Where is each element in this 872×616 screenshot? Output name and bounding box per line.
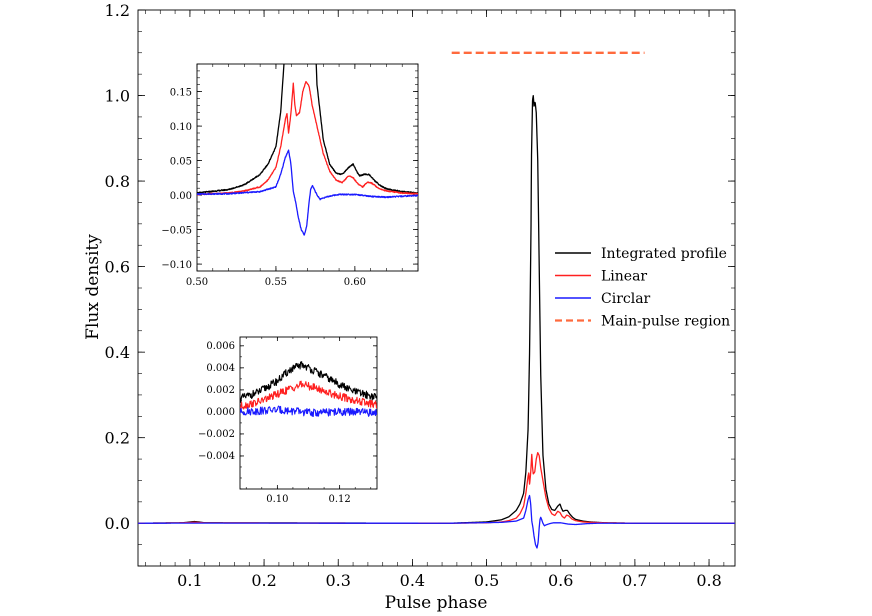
- inset-bottom-ytick-label: 0.006: [206, 341, 235, 352]
- y-axis-title: Flux density: [83, 234, 103, 340]
- legend-label: Integrated profile: [601, 246, 727, 262]
- legend: Integrated profile Linear Circlar Main-puls…: [555, 246, 730, 330]
- inset-bottom-ytick-label: −0.002: [198, 429, 235, 440]
- inset-top-ytick-label: 0.00: [170, 191, 192, 202]
- inset-bottom-series-group: [240, 361, 377, 417]
- inset-top-ytick-label: 0.15: [170, 88, 192, 99]
- inset-interpulse-zoom: 0.10 0.12 −0.004 −0.002 0.000 0.002 0.004 0.006: [198, 336, 378, 505]
- main-series-group: [138, 94, 735, 549]
- main-ytick-label: 0.4: [105, 343, 130, 362]
- inset-top-ytick-label: −0.05: [161, 226, 192, 237]
- inset-top-xtick-label: 0.55: [265, 277, 287, 288]
- inset-top-circular-line: [197, 149, 418, 236]
- inset-main-pulse-zoom: 0.50 0.55 0.60 −0.10 −0.05 0.00 0.05 0.10 0.15: [161, 63, 419, 288]
- inset-top-ytick-label: −0.10: [161, 260, 192, 271]
- main-xtick-label: 0.4: [400, 571, 425, 590]
- main-xtick-label: 0.8: [696, 571, 721, 590]
- inset-top-xtick-label: 0.50: [186, 277, 208, 288]
- inset-bottom-circular-line: [240, 405, 377, 417]
- inset-top-ytick-label: 0.05: [170, 157, 192, 168]
- main-xtick-label: 0.1: [177, 571, 202, 590]
- main-xtick-label: 0.7: [622, 571, 647, 590]
- inset-bottom-ytick-label: −0.004: [198, 451, 235, 462]
- inset-bottom-linear-line: [240, 380, 377, 410]
- main-ytick-label: 0.2: [105, 429, 130, 448]
- main-xtick-label: 0.2: [251, 571, 276, 590]
- legend-label: Linear: [601, 269, 647, 285]
- legend-label: Main-pulse region: [601, 314, 730, 330]
- inset-top-xtick-label: 0.60: [344, 277, 366, 288]
- inset-bottom-xtick-label: 0.12: [329, 494, 351, 505]
- inset-top-frame: [196, 63, 419, 272]
- inset-bottom-ytick-label: 0.002: [206, 385, 235, 396]
- circular-line: [138, 494, 735, 549]
- inset-bottom-xtick-label: 0.10: [266, 494, 288, 505]
- main-xtick-label: 0.6: [548, 571, 573, 590]
- legend-label: Circlar: [601, 291, 651, 307]
- inset-bottom-ytick-label: 0.000: [206, 407, 235, 418]
- main-ytick-label: 0.8: [105, 172, 130, 191]
- inset-top-series-group: [197, 64, 418, 236]
- main-xtick-label: 0.5: [474, 571, 499, 590]
- inset-bottom-ytick-label: 0.004: [206, 363, 235, 374]
- main-ytick-label: 0.0: [105, 514, 130, 533]
- inset-bottom-integrated-profile-line: [240, 361, 377, 403]
- main-ytick-label: 0.6: [105, 258, 130, 277]
- main-ytick-label: 1.0: [105, 87, 130, 106]
- inset-top-ytick-label: 0.10: [170, 122, 192, 133]
- main-ytick-label: 1.2: [105, 1, 130, 20]
- inset-top-integrated-profile-line: [197, 64, 418, 195]
- main-xtick-label: 0.3: [326, 571, 351, 590]
- x-axis-title: Pulse phase: [385, 593, 488, 613]
